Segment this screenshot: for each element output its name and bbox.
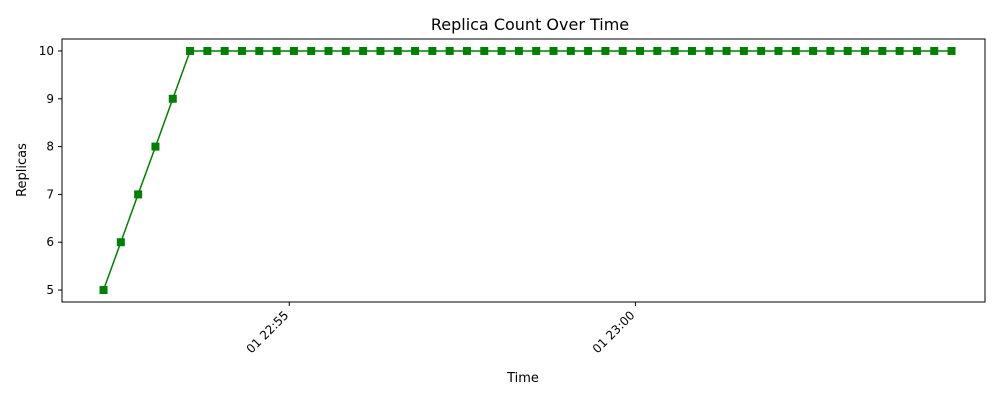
data-point [462, 46, 471, 55]
y-tick-label: 6 [46, 235, 54, 249]
plot-area: 5 6 7 8 9 10 01 22:55 01 23:00 [39, 38, 986, 356]
data-point [930, 46, 939, 55]
data-point [428, 46, 437, 55]
data-point [411, 46, 420, 55]
data-point [514, 46, 523, 55]
data-point [774, 46, 783, 55]
data-point [480, 46, 489, 55]
data-point [272, 46, 281, 55]
y-tick-label: 5 [46, 283, 54, 297]
data-point [670, 46, 679, 55]
series-line [102, 50, 952, 291]
data-point [566, 46, 575, 55]
data-point [168, 94, 177, 103]
data-point [636, 46, 645, 55]
data-point [687, 46, 696, 55]
data-point [220, 46, 229, 55]
chart-title: Replica Count Over Time [431, 15, 629, 34]
data-point [393, 46, 402, 55]
data-point [861, 46, 870, 55]
data-point [912, 46, 921, 55]
x-tick-label: 01 23:00 [590, 308, 638, 356]
data-point [653, 46, 662, 55]
data-point [116, 238, 125, 247]
y-tick-label: 8 [46, 140, 54, 154]
data-point [237, 46, 246, 55]
data-point [705, 46, 714, 55]
data-point [186, 46, 195, 55]
data-point [549, 46, 558, 55]
data-point [757, 46, 766, 55]
x-axis-label: Time [506, 371, 539, 386]
plot-frame [61, 38, 986, 303]
data-point [739, 46, 748, 55]
data-point [289, 46, 298, 55]
data-point [203, 46, 212, 55]
data-point [826, 46, 835, 55]
data-point [134, 190, 143, 199]
data-point [497, 46, 506, 55]
y-axis-label: Replicas [15, 143, 30, 197]
data-point [584, 46, 593, 55]
data-point [895, 46, 904, 55]
data-point [532, 46, 541, 55]
data-point [722, 46, 731, 55]
data-point [878, 46, 887, 55]
data-point [791, 46, 800, 55]
data-point [618, 46, 627, 55]
data-point [255, 46, 264, 55]
data-point [601, 46, 610, 55]
y-tick-label: 10 [39, 44, 54, 58]
y-tick-label: 7 [46, 187, 54, 201]
y-tick-label: 9 [46, 92, 54, 106]
data-point [151, 142, 160, 151]
data-point [307, 46, 316, 55]
data-point [947, 46, 956, 55]
data-point [324, 46, 333, 55]
data-point [809, 46, 818, 55]
data-point [359, 46, 368, 55]
data-point [843, 46, 852, 55]
data-point [341, 46, 350, 55]
data-point [376, 46, 385, 55]
data-point [99, 286, 108, 295]
data-point [445, 46, 454, 55]
x-tick-label: 01 22:55 [244, 308, 292, 356]
